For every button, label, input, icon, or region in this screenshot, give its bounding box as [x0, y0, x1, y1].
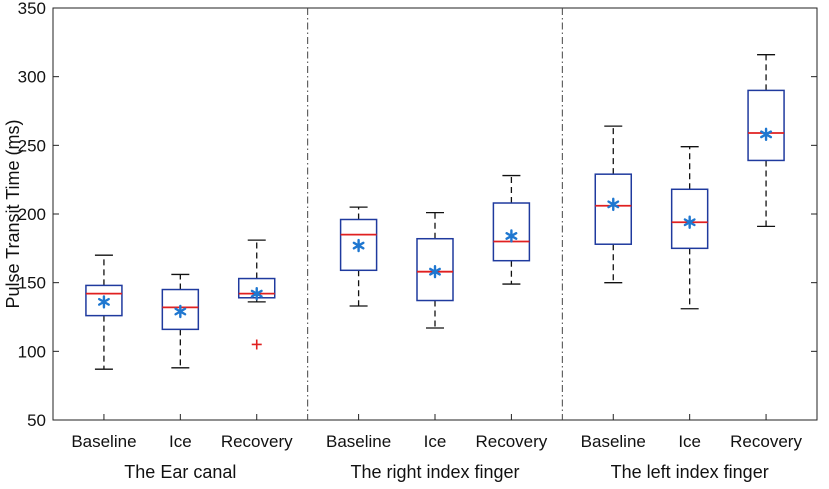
box-iqr: [339, 218, 378, 272]
mean-marker: [429, 264, 441, 279]
x-tick-label: Recovery: [730, 432, 802, 451]
y-tick-label: 300: [18, 68, 46, 87]
group-label: The left index finger: [611, 462, 769, 482]
x-tick-label: Recovery: [475, 432, 547, 451]
mean-marker: [352, 238, 365, 253]
box-iqr: [747, 89, 785, 162]
mean-marker: [505, 229, 518, 243]
group-label: The right index finger: [350, 462, 519, 482]
box-iqr: [594, 173, 633, 245]
x-tick-label: Ice: [169, 432, 192, 451]
y-tick-label: 250: [18, 136, 46, 155]
mean-marker: [97, 295, 110, 309]
plot-area: 50 100 150 200 250 300 350 The Ear canal Baselin…: [18, 0, 818, 482]
x-tick-label: Ice: [678, 432, 701, 451]
x-tick-label: Ice: [424, 432, 447, 451]
mean-marker: [760, 127, 773, 142]
box-iqr: [416, 237, 454, 302]
y-tick-label: 150: [18, 274, 46, 293]
mean-marker: [250, 286, 263, 301]
y-tick-label: 200: [18, 205, 46, 224]
x-tick-label: Baseline: [326, 432, 391, 451]
mean-marker: [607, 197, 620, 212]
y-tick-label: 350: [18, 0, 46, 18]
box-iqr: [492, 202, 531, 262]
outlier-marker: [251, 339, 262, 350]
mean-marker: [683, 215, 696, 229]
x-tick-label: Baseline: [581, 432, 646, 451]
y-axis-label: Pulse Transit Time (ms): [3, 119, 23, 308]
y-tick-label: 50: [27, 411, 46, 430]
x-tick-label: Baseline: [71, 432, 136, 451]
box-iqr: [161, 288, 200, 331]
y-tick-label: 100: [18, 342, 46, 361]
group-label: The Ear canal: [124, 462, 236, 482]
box-iqr: [670, 188, 709, 250]
box-iqr: [85, 284, 123, 317]
x-tick-label: Recovery: [221, 432, 293, 451]
mean-marker: [174, 304, 187, 319]
